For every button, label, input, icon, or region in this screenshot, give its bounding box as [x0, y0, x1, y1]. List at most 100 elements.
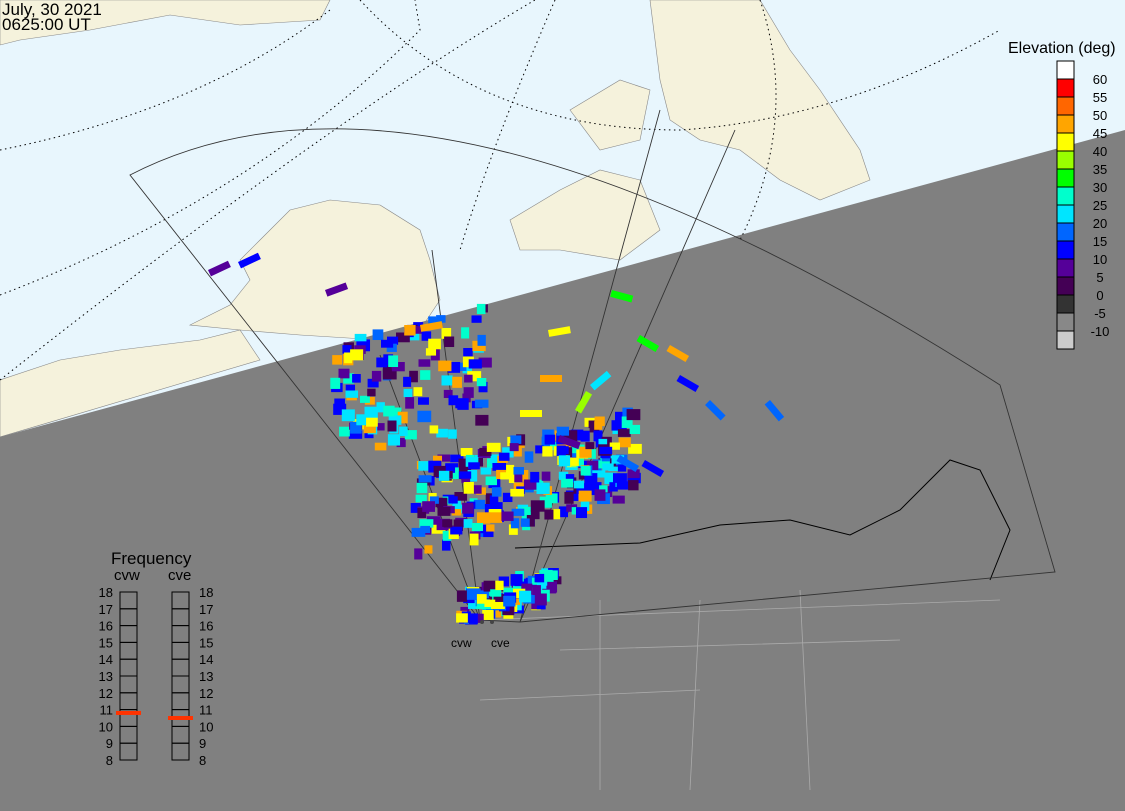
scatter-cell: [413, 387, 423, 397]
scatter-cell: [450, 454, 464, 463]
scatter-cell: [471, 315, 482, 323]
scatter-cell: [551, 509, 561, 520]
scatter-cell: [558, 471, 569, 480]
scatter-cell: [387, 420, 397, 432]
scatter-cell: [388, 355, 399, 368]
scatter-cell: [575, 390, 593, 414]
scatter-cell: [474, 458, 484, 467]
frequency-tick-label: 16: [199, 619, 213, 634]
scatter-cell: [428, 338, 441, 350]
scatter-cell: [456, 613, 468, 623]
scatter-cell: [399, 426, 408, 437]
scatter-cell: [498, 576, 510, 587]
scatter-cell: [428, 316, 437, 325]
scatter-cell: [568, 457, 579, 466]
scatter-cell: [627, 469, 640, 479]
scatter-cell: [705, 400, 726, 421]
scatter-cell: [544, 509, 554, 520]
scatter-cell: [557, 435, 581, 450]
scatter-cell: [556, 426, 570, 436]
scatter-cell: [352, 374, 361, 383]
scatter-cell: [542, 446, 553, 457]
scatter-cell: [485, 476, 498, 486]
scatter-cell: [422, 501, 436, 512]
scatter-cell: [540, 375, 562, 382]
scatter-cell: [564, 491, 574, 504]
legend-level-label: 50: [1093, 108, 1107, 123]
scatter-cell: [417, 410, 432, 423]
legend-level-label: 20: [1093, 216, 1107, 231]
scatter-cell: [547, 581, 558, 593]
scatter-cell: [419, 519, 434, 528]
scatter-cell: [389, 407, 402, 416]
legend-level-label: 30: [1093, 180, 1107, 195]
scatter-cell: [454, 492, 468, 501]
scatter-cell: [508, 524, 518, 535]
scatter-cell: [483, 580, 496, 592]
scatter-cell: [590, 370, 612, 391]
scatter-cell: [387, 434, 401, 446]
scatter-cell: [534, 573, 545, 583]
scatter-cell: [612, 495, 625, 504]
scatter-cell: [458, 458, 469, 471]
scatter-cell: [472, 340, 486, 352]
scatter-cell: [549, 442, 564, 451]
scatter-cell: [471, 523, 484, 532]
scatter-cell: [449, 467, 459, 480]
frequency-tick-label: 8: [199, 753, 206, 768]
scatter-cell: [418, 461, 433, 471]
frequency-title: Frequency: [111, 549, 192, 568]
scatter-cell: [473, 499, 486, 510]
scatter-cell: [558, 506, 569, 518]
scatter-cell: [345, 390, 359, 398]
scatter-cell: [367, 378, 379, 388]
scatter-cell: [628, 443, 642, 454]
scatter-cell: [452, 498, 461, 510]
scatter-cells: [208, 252, 785, 625]
scatter-cell: [537, 581, 547, 589]
scatter-cell: [455, 362, 467, 371]
legend-level-label: 45: [1093, 126, 1107, 141]
radar-site-cvw: [480, 620, 484, 624]
scatter-cell: [666, 345, 690, 363]
scatter-cell: [344, 352, 353, 364]
scatter-cell: [409, 370, 418, 383]
scatter-cell: [397, 411, 408, 424]
scatter-cell: [461, 475, 471, 483]
scatter-cell: [626, 409, 641, 421]
scatter-cell: [339, 426, 350, 437]
night-region: [0, 130, 1125, 811]
scatter-cell: [386, 343, 397, 352]
scatter-cell: [342, 345, 352, 354]
scatter-cell: [462, 393, 471, 403]
scatter-cell: [475, 414, 489, 426]
scatter-cell: [615, 411, 628, 424]
scatter-cell: [490, 454, 505, 464]
scatter-cell: [343, 373, 354, 384]
scatter-cell: [334, 398, 345, 409]
legend-swatch: [1056, 132, 1075, 152]
scatter-cell: [455, 398, 468, 409]
radar-label-cve: cve: [491, 636, 510, 650]
scatter-cell: [356, 414, 367, 426]
scatter-cell: [526, 515, 535, 527]
scatter-cell: [376, 402, 385, 413]
scatter-cell: [502, 492, 513, 503]
scatter-cell: [463, 387, 474, 398]
scatter-cell: [462, 502, 474, 514]
scatter-cell: [436, 315, 446, 323]
scatter-cell: [447, 362, 461, 373]
scatter-cell: [421, 331, 432, 341]
scatter-cell: [599, 485, 608, 493]
scatter-cell: [523, 479, 537, 490]
legend-swatch: [1056, 150, 1075, 170]
day-land: [0, 0, 871, 438]
scatter-cell: [519, 590, 532, 603]
scatter-cell: [548, 326, 571, 337]
scatter-cell: [420, 525, 431, 533]
scatter-cell: [462, 356, 474, 368]
scatter-cell: [539, 569, 553, 578]
scatter-cell: [491, 487, 502, 497]
scatter-cell: [396, 438, 406, 448]
scatter-cell: [580, 500, 590, 512]
